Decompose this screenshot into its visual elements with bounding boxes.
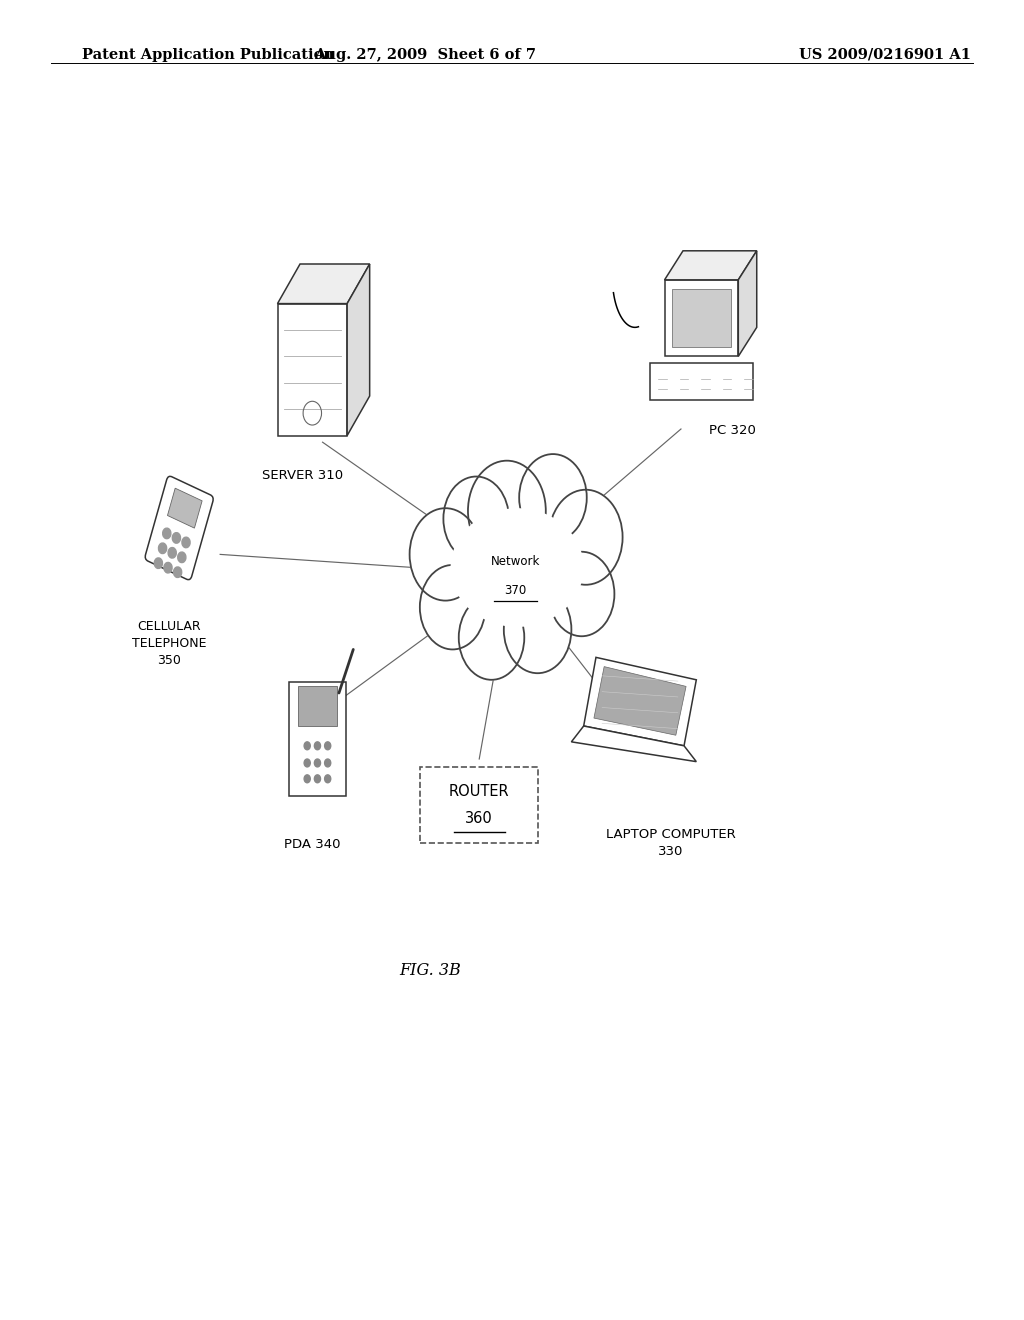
Circle shape	[459, 595, 524, 680]
Circle shape	[168, 548, 176, 558]
Circle shape	[325, 759, 331, 767]
FancyBboxPatch shape	[168, 488, 202, 528]
Circle shape	[519, 454, 587, 541]
Circle shape	[163, 528, 171, 539]
Text: ROUTER: ROUTER	[449, 784, 510, 800]
Polygon shape	[594, 667, 686, 735]
Circle shape	[182, 537, 190, 548]
FancyBboxPatch shape	[298, 686, 337, 726]
Text: Aug. 27, 2009  Sheet 6 of 7: Aug. 27, 2009 Sheet 6 of 7	[314, 48, 536, 62]
Circle shape	[178, 552, 186, 562]
Circle shape	[420, 565, 485, 649]
Text: 300: 300	[676, 267, 702, 280]
Circle shape	[314, 759, 321, 767]
Text: CELLULAR
TELEPHONE
350: CELLULAR TELEPHONE 350	[132, 620, 206, 668]
Text: PC 320: PC 320	[709, 424, 756, 437]
Circle shape	[468, 461, 546, 561]
Circle shape	[164, 562, 172, 573]
Circle shape	[549, 552, 614, 636]
Ellipse shape	[451, 508, 584, 627]
Circle shape	[325, 742, 331, 750]
FancyBboxPatch shape	[650, 363, 753, 400]
Circle shape	[304, 759, 310, 767]
Text: 360: 360	[465, 810, 494, 826]
Circle shape	[549, 490, 623, 585]
Text: Network: Network	[490, 554, 540, 568]
FancyBboxPatch shape	[672, 289, 731, 347]
Text: PDA 340: PDA 340	[284, 838, 341, 851]
Text: SERVER 310: SERVER 310	[261, 469, 343, 482]
FancyBboxPatch shape	[289, 682, 346, 796]
Circle shape	[325, 775, 331, 783]
Polygon shape	[347, 264, 370, 436]
Circle shape	[304, 742, 310, 750]
Polygon shape	[571, 726, 696, 762]
FancyBboxPatch shape	[145, 477, 213, 579]
Circle shape	[155, 558, 163, 569]
Text: FIG. 3B: FIG. 3B	[399, 962, 461, 978]
Polygon shape	[278, 264, 370, 304]
Circle shape	[173, 566, 181, 577]
Circle shape	[314, 742, 321, 750]
FancyBboxPatch shape	[665, 280, 738, 356]
Circle shape	[172, 533, 180, 544]
FancyBboxPatch shape	[278, 304, 347, 436]
Text: Patent Application Publication: Patent Application Publication	[82, 48, 334, 62]
Circle shape	[304, 775, 310, 783]
Text: US 2009/0216901 A1: US 2009/0216901 A1	[799, 48, 971, 62]
Circle shape	[314, 775, 321, 783]
Polygon shape	[738, 251, 757, 356]
Circle shape	[504, 586, 571, 673]
Circle shape	[159, 543, 167, 553]
FancyBboxPatch shape	[421, 767, 539, 843]
Polygon shape	[665, 251, 757, 280]
Text: LAPTOP COMPUTER
330: LAPTOP COMPUTER 330	[606, 828, 735, 858]
Circle shape	[443, 477, 509, 561]
Polygon shape	[584, 657, 696, 746]
Circle shape	[410, 508, 481, 601]
Text: 370: 370	[504, 583, 526, 597]
